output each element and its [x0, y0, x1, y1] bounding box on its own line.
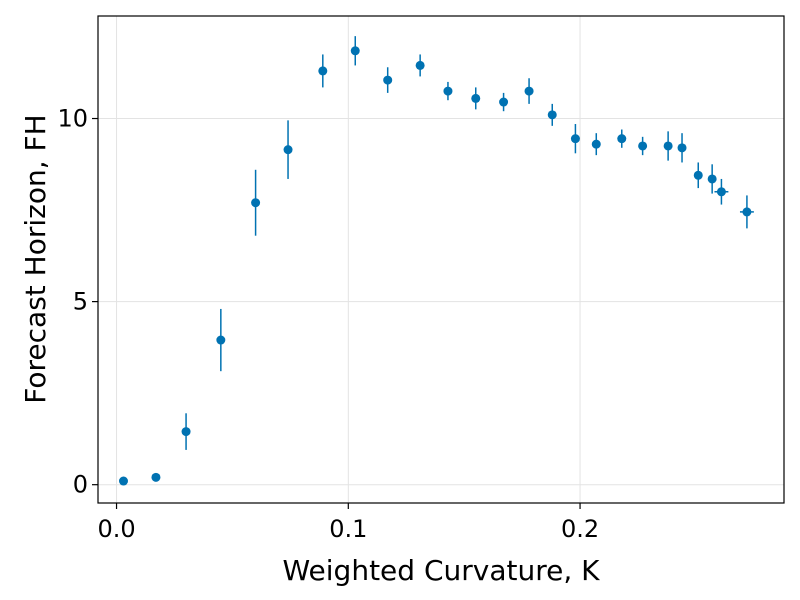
data-point: [677, 143, 687, 153]
data-point-group: [283, 120, 293, 179]
data-point: [663, 141, 673, 151]
x-axis-title: Weighted Curvature, K: [283, 554, 601, 587]
data-point-group: [415, 54, 425, 77]
data-point-group: [547, 103, 557, 126]
data-point-group: [524, 78, 534, 104]
data-point-group: [251, 169, 261, 236]
data-point-group: [591, 133, 601, 156]
data-point: [617, 134, 627, 144]
data-point: [570, 134, 580, 144]
x-tick-label: 0.2: [561, 515, 599, 543]
data-point-group: [443, 81, 453, 101]
data-point-group: [617, 129, 627, 148]
data-point-group: [677, 133, 687, 163]
axis-ticks: 0.0 0.1 0.2 0 5 10: [57, 105, 599, 543]
data-point: [216, 335, 226, 345]
data-point-group: [638, 136, 648, 156]
x-tick-label: 0.1: [329, 515, 367, 543]
data-point: [499, 97, 509, 107]
data-point: [524, 86, 534, 96]
data-point-group: [739, 195, 754, 229]
data-point-group: [499, 92, 509, 112]
data-point-group: [693, 162, 703, 189]
data-point-group: [707, 164, 717, 194]
data-point: [547, 110, 557, 120]
y-tick-label: 0: [73, 471, 88, 499]
data-point-group: [350, 36, 360, 66]
data-point: [591, 139, 601, 149]
data-point: [181, 427, 191, 437]
data-point: [471, 93, 481, 103]
data-point: [415, 60, 425, 70]
y-axis-title: Forecast Horizon, FH: [19, 114, 52, 403]
grid-lines: [98, 16, 784, 503]
data-series: [118, 36, 754, 486]
data-point: [251, 198, 261, 208]
data-point-group: [318, 54, 328, 88]
data-point: [383, 75, 393, 85]
data-point: [707, 174, 717, 184]
data-point: [283, 145, 293, 155]
data-point: [693, 170, 703, 180]
data-point: [318, 66, 328, 76]
data-point: [118, 476, 128, 486]
data-point-group: [181, 413, 191, 450]
plot-frame: [97, 15, 785, 504]
y-tick-label: 10: [57, 105, 88, 133]
data-point-group: [118, 476, 128, 486]
data-point-group: [714, 178, 729, 205]
data-point: [742, 207, 752, 217]
data-point: [638, 141, 648, 151]
y-tick-label: 5: [73, 288, 88, 316]
data-point-group: [570, 124, 580, 154]
data-point: [716, 187, 726, 197]
data-point-group: [216, 308, 226, 372]
data-point-group: [383, 67, 393, 93]
data-point: [151, 472, 161, 482]
data-point: [443, 86, 453, 96]
data-point: [350, 46, 360, 56]
data-point-group: [663, 131, 673, 161]
data-point-group: [471, 87, 481, 110]
data-point-group: [151, 472, 161, 482]
x-tick-label: 0.0: [97, 515, 135, 543]
